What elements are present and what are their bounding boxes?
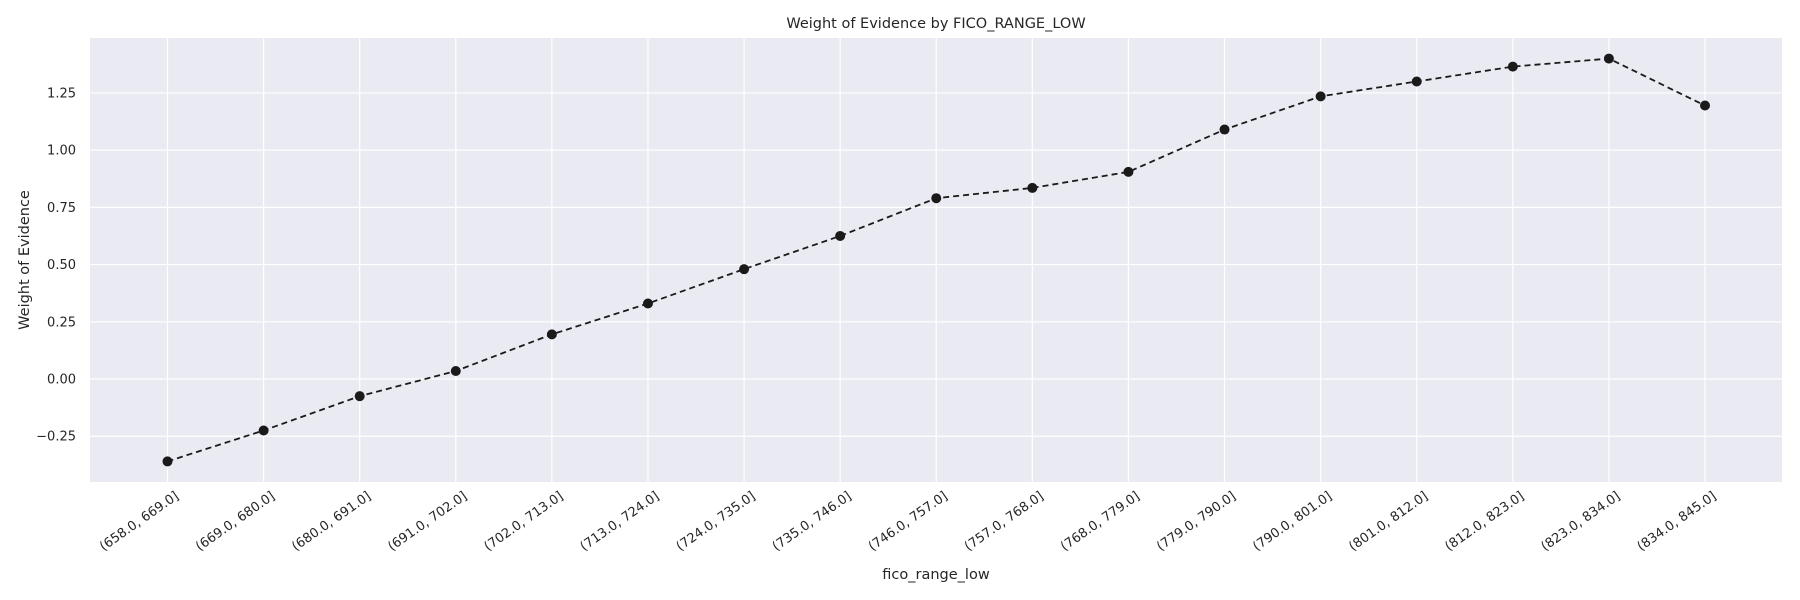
x-axis-ticks: (658.0, 669.0] (669.0, 680.0] (680.0, 691.… — [97, 489, 1719, 555]
x-tick-label: (790.0, 801.0] — [1250, 489, 1335, 555]
x-tick-label: (746.0, 757.0] — [866, 489, 951, 555]
x-tick-label: (680.0, 691.0] — [289, 489, 374, 555]
data-point — [546, 329, 557, 340]
x-tick-label: (669.0, 680.0] — [193, 489, 278, 555]
x-tick-label: (823.0, 834.0] — [1539, 489, 1624, 555]
data-point — [1700, 100, 1710, 111]
data-point — [739, 264, 750, 275]
x-tick-label: (801.0, 812.0] — [1346, 489, 1431, 555]
y-axis-ticks: −0.25 0.00 0.25 0.50 0.75 1.00 1.25 — [36, 86, 76, 444]
data-point — [1219, 124, 1230, 135]
grid-lines — [90, 38, 1782, 482]
x-tick-label: (768.0, 779.0] — [1058, 489, 1143, 555]
data-point — [162, 456, 173, 467]
data-point — [931, 193, 942, 204]
y-tick-label: 0.50 — [47, 258, 76, 273]
x-tick-label: (691.0, 702.0] — [385, 489, 470, 555]
x-tick-label: (724.0, 735.0] — [674, 489, 759, 555]
data-point — [1123, 166, 1134, 177]
series-layer — [162, 53, 1710, 467]
y-axis-label: Weight of Evidence — [17, 190, 33, 330]
data-point — [642, 298, 653, 309]
data-point — [1603, 53, 1614, 64]
data-point — [354, 391, 365, 402]
y-tick-label: −0.25 — [36, 430, 76, 445]
data-point — [1315, 91, 1326, 102]
data-point — [835, 230, 846, 241]
data-point — [1411, 76, 1422, 87]
y-tick-label: 1.00 — [47, 144, 76, 159]
data-point — [1507, 61, 1518, 72]
x-tick-label: (735.0, 746.0] — [770, 489, 855, 555]
x-axis-label: fico_range_low — [882, 567, 990, 583]
y-tick-label: 0.75 — [47, 201, 76, 216]
chart-title: Weight of Evidence by FICO_RANGE_LOW — [786, 16, 1085, 32]
x-tick-label: (702.0, 713.0] — [482, 489, 567, 555]
x-tick-label: (834.0, 845.0] — [1635, 489, 1720, 555]
x-tick-label: (757.0, 768.0] — [962, 489, 1047, 555]
y-tick-label: 0.25 — [47, 315, 76, 330]
data-point — [450, 366, 461, 376]
x-tick-label: (713.0, 724.0] — [578, 489, 663, 555]
data-point — [258, 425, 269, 436]
x-tick-label: (812.0, 823.0] — [1442, 489, 1527, 555]
y-tick-label: 1.25 — [47, 86, 76, 101]
x-tick-label: (779.0, 790.0] — [1154, 489, 1239, 555]
y-tick-label: 0.00 — [47, 373, 76, 388]
x-tick-label: (658.0, 669.0] — [97, 489, 182, 555]
data-point — [1027, 182, 1038, 193]
